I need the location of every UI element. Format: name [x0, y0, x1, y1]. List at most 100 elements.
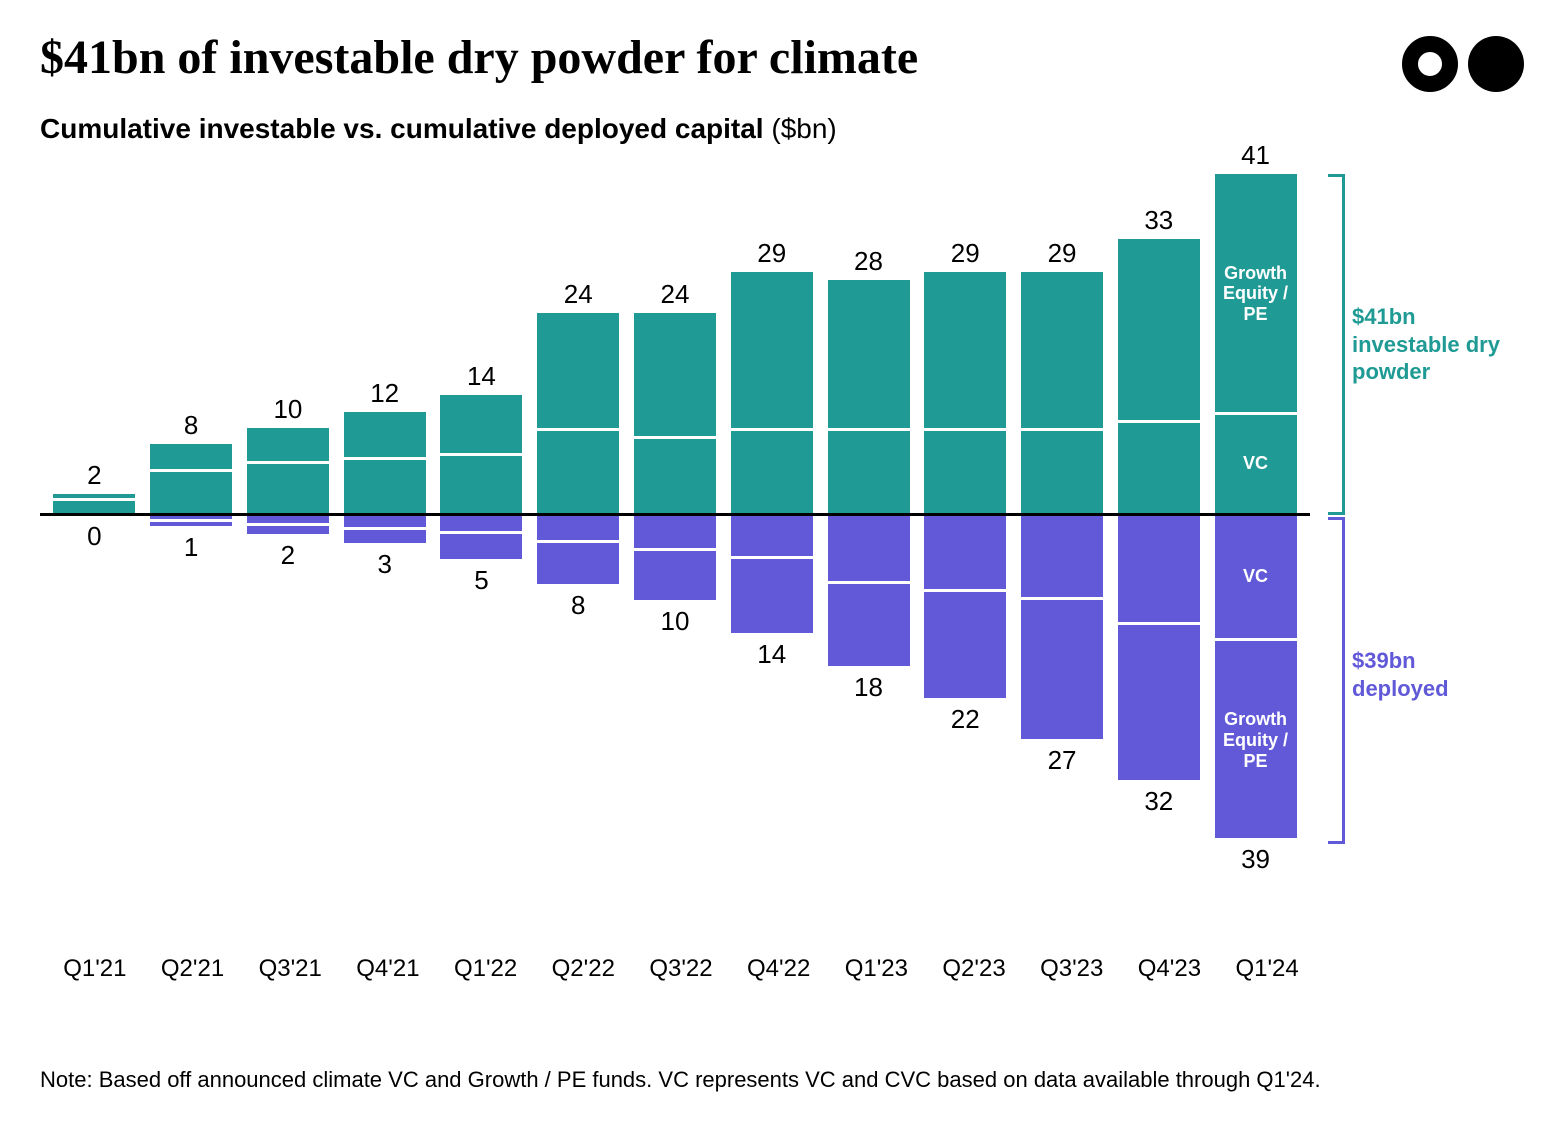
bar-seg-down-vc: [1021, 515, 1103, 597]
x-tick-label: Q3'21: [249, 955, 331, 983]
logo-ring-icon: [1402, 36, 1458, 92]
bar-seg-down-vc: [344, 515, 426, 527]
bar-up-total-label: 33: [1144, 205, 1173, 236]
logo-disc-icon: [1468, 36, 1524, 92]
bar-up-total-label: 2: [87, 460, 101, 491]
bar-seg-up-pe: [247, 428, 329, 461]
bar-down-total-label: 2: [281, 540, 295, 571]
bar-seg-up-vc: [731, 431, 813, 513]
bar-up-total-label: 29: [757, 238, 786, 269]
bar-seg-down-vc: [247, 515, 329, 523]
bar-seg-up-pe: [150, 444, 232, 469]
bar-down-total-label: 1: [184, 532, 198, 563]
bar-down-total-label: 32: [1144, 786, 1173, 817]
chart-bars-container: 2081102123145248241029142818292229273332…: [40, 163, 1310, 923]
bar-seg-down-vc: [828, 515, 910, 581]
brand-logo: [1402, 30, 1524, 92]
bar-column: 24 10: [634, 163, 716, 923]
bar-column: 29 27: [1021, 163, 1103, 923]
bar-down-total-label: 5: [474, 565, 488, 596]
x-tick-label: Q2'22: [542, 955, 624, 983]
chart-subtitle: Cumulative investable vs. cumulative dep…: [40, 113, 1524, 145]
bar-seg-down-pe: [344, 530, 426, 542]
bar-seg-down-pe: [731, 559, 813, 633]
x-tick-label: Q4'23: [1128, 955, 1210, 983]
bar-up-total-label: 29: [1048, 238, 1077, 269]
x-tick-label: Q2'23: [933, 955, 1015, 983]
seg-label-up-vc: VC: [1243, 453, 1268, 474]
bar-seg-down-pe: [634, 551, 716, 600]
bar-seg-up-pe: [344, 412, 426, 457]
bar-seg-down-pe: [150, 522, 232, 526]
bar-up-total-label: 8: [184, 410, 198, 441]
bar-seg-down-pe: [247, 526, 329, 534]
bar-seg-down-pe: [1021, 600, 1103, 739]
bar-seg-up-vc: [537, 431, 619, 513]
bar-seg-up-pe: [537, 313, 619, 428]
bar-down-total-label: 0: [87, 521, 101, 552]
chart-x-axis: Q1'21Q2'21Q3'21Q4'21Q1'22Q2'22Q3'22Q4'22…: [40, 955, 1322, 983]
bar-seg-down-pe: [537, 543, 619, 584]
bar-seg-up-pe: [1118, 239, 1200, 419]
seg-label-down-vc: VC: [1243, 566, 1268, 587]
diverging-bar-chart: 2081102123145248241029142818292229273332…: [40, 163, 1310, 923]
subtitle-unit: ($bn): [764, 113, 837, 144]
bar-down-total-label: 10: [661, 606, 690, 637]
bar-seg-down-pe: [828, 584, 910, 666]
bar-column: 102: [247, 163, 329, 923]
chart-footnote: Note: Based off announced climate VC and…: [40, 1067, 1321, 1093]
chart-baseline: [40, 513, 1310, 516]
seg-label-up-pe: GrowthEquity /PE: [1216, 263, 1296, 325]
bar-seg-down-vc: [924, 515, 1006, 589]
side-label-investable: $41bn investable dry powder: [1352, 303, 1512, 386]
bar-down-total-label: 3: [377, 549, 391, 580]
bar-seg-up-pe: [53, 494, 135, 498]
bar-down-total-label: 27: [1048, 745, 1077, 776]
bar-column: 20: [53, 163, 135, 923]
x-tick-label: Q4'22: [738, 955, 820, 983]
bar-down-total-label: 39: [1241, 844, 1270, 875]
bar-column: 2914: [731, 163, 813, 923]
bar-column: 33 32: [1118, 163, 1200, 923]
bar-seg-up-pe: [828, 280, 910, 428]
x-tick-label: Q1'21: [54, 955, 136, 983]
bar-up-total-label: 24: [661, 279, 690, 310]
bar-seg-up-pe: [731, 272, 813, 428]
bar-seg-up-pe: [634, 313, 716, 436]
x-tick-label: Q1'24: [1226, 955, 1308, 983]
bar-down-total-label: 8: [571, 590, 585, 621]
x-tick-label: Q3'23: [1031, 955, 1113, 983]
bar-seg-up-vc: [634, 439, 716, 513]
x-tick-label: Q3'22: [640, 955, 722, 983]
bar-column: 145: [440, 163, 522, 923]
bar-seg-up-vc: [828, 431, 910, 513]
bar-seg-up-pe: [924, 272, 1006, 428]
bar-column: 29 22: [924, 163, 1006, 923]
bar-column: 248: [537, 163, 619, 923]
bar-seg-down-vc: [731, 515, 813, 556]
seg-label-down-pe: GrowthEquity /PE: [1216, 709, 1296, 771]
bar-up-total-label: 29: [951, 238, 980, 269]
bar-seg-down-pe: [924, 592, 1006, 699]
bar-seg-up-vc: [440, 456, 522, 513]
bar-seg-down-pe: [440, 534, 522, 559]
bar-seg-up-pe: [440, 395, 522, 452]
bar-seg-up-vc: [924, 431, 1006, 513]
side-label-deployed: $39bn deployed: [1352, 647, 1512, 702]
bar-seg-down-vc: [634, 515, 716, 548]
x-tick-label: Q4'21: [347, 955, 429, 983]
bracket-deployed: [1328, 517, 1345, 844]
bar-seg-down-vc: [1118, 515, 1200, 622]
bar-up-total-label: 12: [370, 378, 399, 409]
bar-seg-up-vc: [247, 464, 329, 513]
bar-down-total-label: 22: [951, 704, 980, 735]
bar-seg-down-vc: [440, 515, 522, 531]
x-tick-label: Q1'22: [445, 955, 527, 983]
bar-column: 2818: [828, 163, 910, 923]
x-tick-label: Q1'23: [835, 955, 917, 983]
page-title: $41bn of investable dry powder for clima…: [40, 30, 918, 85]
subtitle-bold: Cumulative investable vs. cumulative dep…: [40, 113, 764, 144]
bar-seg-up-vc: [53, 501, 135, 513]
bar-seg-up-vc: [1021, 431, 1103, 513]
chart-side-annotations: $41bn investable dry powder $39bn deploy…: [1328, 163, 1524, 983]
